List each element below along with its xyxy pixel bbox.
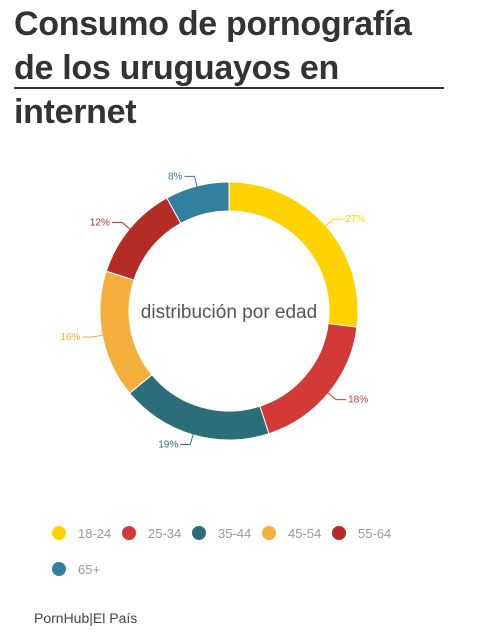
slice-45-54[interactable] [99, 270, 153, 394]
source-credit: PornHub|El País [34, 610, 138, 626]
value-label-25-34: 18% [348, 395, 368, 406]
legend-label-18-24: 18-24 [78, 525, 112, 541]
value-label-18-24: 27% [345, 214, 365, 225]
legend-swatch-35-44 [192, 526, 206, 540]
slice-35-44[interactable] [128, 374, 270, 441]
legend-swatch-55-64 [332, 526, 346, 540]
leader-line-35-44 [180, 432, 195, 445]
leader-line-45-54 [82, 334, 105, 338]
donut-chart: 27% 18% 19% 16% 12% 8% distribución por edad [60, 171, 368, 450]
legend-item-65+[interactable]: 65+ [52, 558, 122, 580]
value-label-65+: 8% [168, 171, 183, 182]
legend-item-45-54[interactable]: 45-54 [262, 522, 332, 544]
value-label-45-54: 16% [60, 332, 80, 343]
legend-item-25-34[interactable]: 25-34 [122, 522, 192, 544]
leader-line-65+ [184, 175, 198, 189]
legend-label-45-54: 45-54 [288, 525, 322, 541]
page-title: Consumo de pornografía de los uruguayos … [14, 5, 412, 131]
legend-swatch-65+ [52, 562, 66, 576]
slice-25-34[interactable] [259, 322, 358, 435]
title-underline [14, 87, 444, 89]
value-label-55-64: 12% [90, 217, 110, 228]
slice-65+[interactable] [166, 181, 230, 225]
legend-label-35-44: 35-44 [218, 525, 252, 541]
legend-item-55-64[interactable]: 55-64 [332, 522, 402, 544]
leader-line-55-64 [111, 221, 132, 231]
legend-label-65+: 65+ [78, 561, 101, 577]
legend-item-35-44[interactable]: 35-44 [192, 522, 262, 544]
legend-label-25-34: 25-34 [148, 525, 182, 541]
chart-legend: 18-24 25-34 35-44 45-54 55-64 65+ [52, 522, 452, 580]
chart-center-label: distribución por edad [141, 302, 317, 323]
value-label-35-44: 19% [158, 439, 178, 450]
legend-label-55-64: 55-64 [358, 525, 392, 541]
legend-swatch-45-54 [262, 526, 276, 540]
slice-55-64[interactable] [105, 197, 182, 281]
legend-swatch-18-24 [52, 526, 66, 540]
legend-swatch-25-34 [122, 526, 136, 540]
leader-line-25-34 [326, 391, 347, 401]
leader-line-18-24 [323, 218, 344, 228]
legend-item-18-24[interactable]: 18-24 [52, 522, 122, 544]
